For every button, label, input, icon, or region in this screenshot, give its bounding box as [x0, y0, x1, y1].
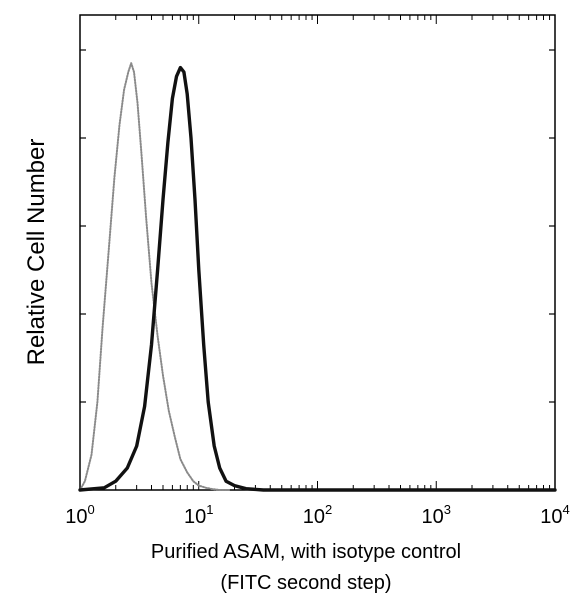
x-tick-label: 101	[184, 502, 213, 528]
plot-frame	[79, 14, 556, 491]
asam-histogram	[78, 65, 557, 492]
x-axis-label-line-1: Purified ASAM, with isotype control	[151, 541, 461, 563]
x-tick-label: 100	[65, 502, 94, 528]
x-tick-label: 102	[303, 502, 332, 528]
x-axis-label-line-2: (FITC second step)	[220, 572, 391, 594]
isotype-control-histogram	[79, 62, 231, 491]
x-tick-label: 103	[422, 502, 451, 528]
y-axis-label: Relative Cell Number	[23, 139, 50, 366]
x-tick-label: 104	[540, 502, 569, 528]
